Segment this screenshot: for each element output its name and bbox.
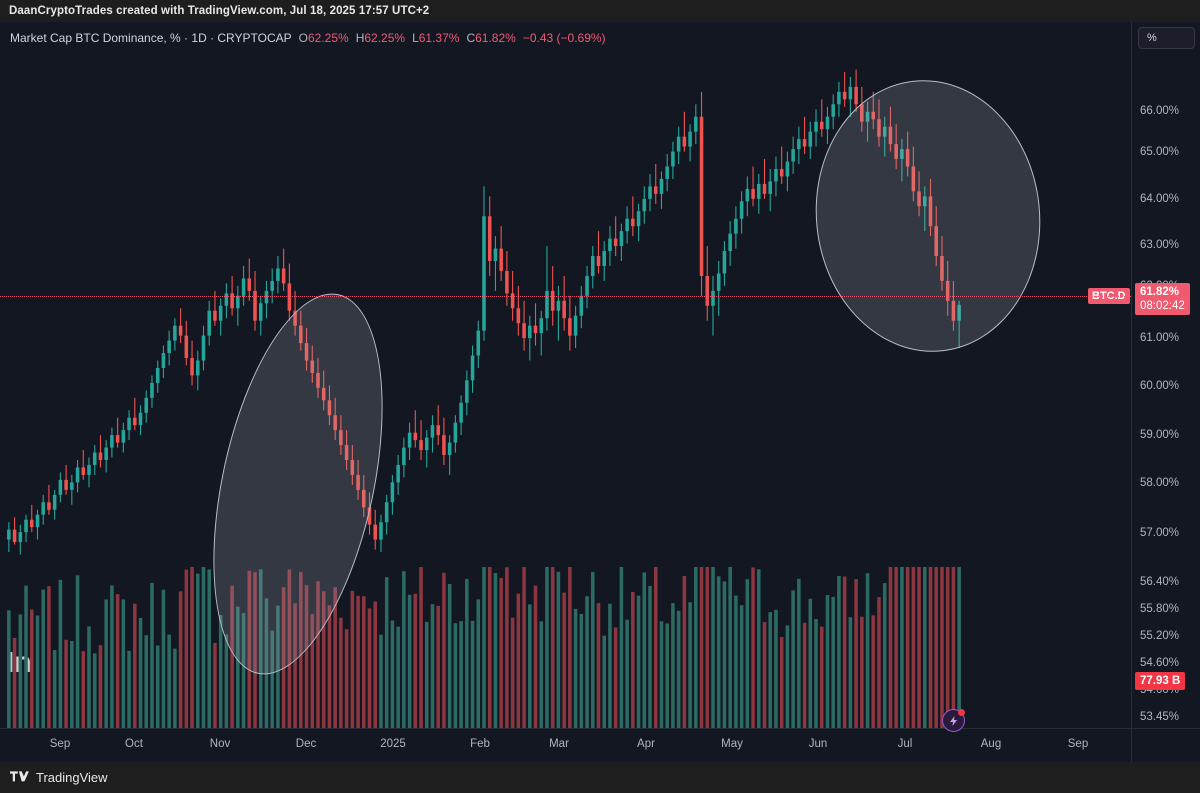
time-axis-label: Nov bbox=[209, 738, 231, 750]
attribution-bar: DaanCryptoTrades created with TradingVie… bbox=[0, 0, 1200, 22]
axis-corner bbox=[1131, 728, 1200, 762]
current-price-badge: 61.82% 08:02:42 bbox=[1135, 283, 1190, 315]
price-axis-tick: 65.00% bbox=[1140, 146, 1180, 158]
bar-countdown: 08:02:42 bbox=[1140, 300, 1185, 312]
alert-dot-icon bbox=[958, 709, 965, 716]
price-axis-tick: 66.00% bbox=[1140, 105, 1180, 117]
time-axis-label: 2025 bbox=[380, 738, 406, 750]
lightning-alert-badge[interactable] bbox=[942, 709, 965, 732]
price-axis-tick: 61.00% bbox=[1140, 332, 1180, 344]
chart-stage[interactable]: In Market Cap BTC Dominance, % · 1D · CR… bbox=[0, 22, 1131, 728]
price-candlestick-svg bbox=[7, 69, 961, 728]
price-axis-tick: 55.80% bbox=[1140, 603, 1180, 615]
price-axis-tick: 56.40% bbox=[1140, 576, 1180, 588]
footer-bar: TradingView bbox=[0, 762, 1200, 793]
lightning-bolt-icon bbox=[949, 715, 957, 726]
attribution-text: DaanCryptoTrades created with TradingVie… bbox=[9, 5, 430, 17]
time-axis-label: Mar bbox=[549, 738, 569, 750]
volume-value-badge: 77.93 B bbox=[1135, 672, 1186, 690]
time-axis-label: Aug bbox=[980, 738, 1002, 750]
time-axis-label: Apr bbox=[637, 738, 655, 750]
price-axis-tick: 53.45% bbox=[1140, 711, 1180, 723]
price-axis-tick: 57.00% bbox=[1140, 527, 1180, 539]
tradingview-brand-label: TradingView bbox=[36, 770, 108, 785]
price-axis-tick: 54.60% bbox=[1140, 657, 1180, 669]
percent-scale-button[interactable]: % bbox=[1138, 27, 1195, 49]
time-axis-label: Oct bbox=[125, 738, 143, 750]
price-axis-tick: 63.00% bbox=[1140, 239, 1180, 251]
price-axis-tick: 60.00% bbox=[1140, 380, 1180, 392]
price-axis-tick: 55.20% bbox=[1140, 630, 1180, 642]
price-axis-tick: 64.00% bbox=[1140, 193, 1180, 205]
time-axis-label: May bbox=[721, 738, 743, 750]
time-axis-label: Dec bbox=[295, 738, 317, 750]
current-price-line bbox=[0, 296, 1131, 297]
time-axis-label: Jul bbox=[897, 738, 913, 750]
time-axis-label: Sep bbox=[1067, 738, 1089, 750]
time-axis-label: Feb bbox=[470, 738, 490, 750]
time-axis-label: Jun bbox=[808, 738, 828, 750]
current-price-value: 61.82% bbox=[1140, 286, 1180, 298]
time-axis[interactable]: Sep Oct Nov Dec 2025 Feb Mar Apr May Jun Jul Aug Sep bbox=[0, 728, 1131, 762]
price-axis[interactable]: % 66.00%65.00%64.00%63.00%62.00%61.00%60… bbox=[1088, 22, 1200, 749]
price-axis-tick: 58.00% bbox=[1140, 477, 1180, 489]
time-axis-label: Sep bbox=[49, 738, 71, 750]
tradingview-logo-icon bbox=[10, 771, 30, 784]
price-axis-tick: 59.00% bbox=[1140, 429, 1180, 441]
